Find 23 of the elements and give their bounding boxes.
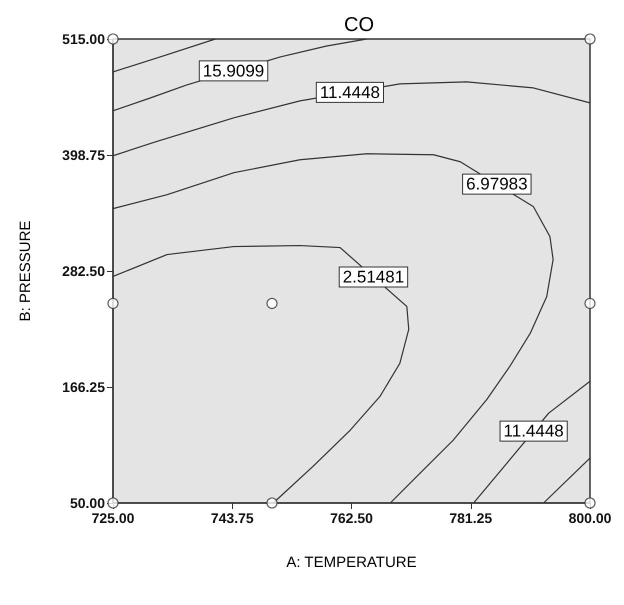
point — [584, 33, 596, 45]
y-axis-title: B: PRESSURE — [17, 220, 34, 322]
annotation: 15.9099 — [202, 61, 264, 80]
annotation: 6.97983 — [466, 174, 528, 194]
annotation: 11.4448 — [320, 82, 380, 102]
y-tick-label: 398.75 — [62, 147, 106, 163]
point — [107, 298, 119, 310]
point — [584, 298, 596, 310]
annotation: 11.4448 — [504, 422, 564, 441]
y-tick-label: 515.00 — [62, 31, 106, 47]
x-tick-label: 743.75 — [210, 510, 254, 526]
y-tick-label: 282.50 — [62, 263, 106, 279]
y-tick-label: 166.25 — [62, 379, 106, 395]
x-tick-label: 762.50 — [330, 510, 374, 526]
annotation: 2.51481 — [342, 267, 404, 286]
x-axis-title: A: TEMPERATURE — [286, 554, 417, 571]
point — [266, 298, 278, 310]
x-tick-label: 800.00 — [568, 510, 612, 526]
point — [266, 497, 278, 509]
chart-title: CO — [344, 14, 374, 36]
x-tick-label: 781.25 — [449, 510, 492, 526]
x-tick-label: 725.00 — [92, 510, 135, 526]
y-tick-label: 50.00 — [70, 495, 106, 511]
